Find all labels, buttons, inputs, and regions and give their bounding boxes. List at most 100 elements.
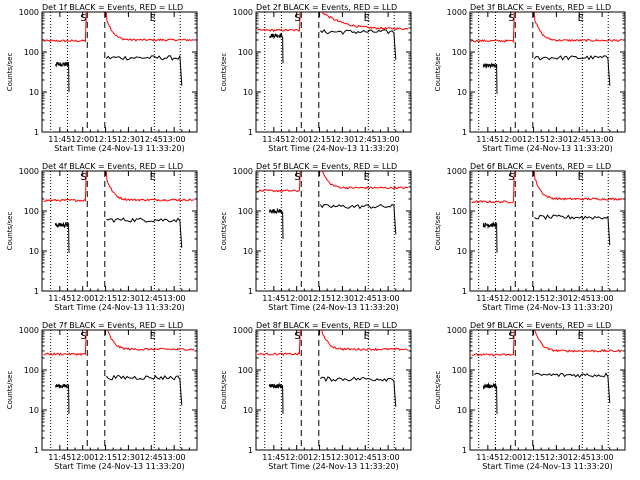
events-series-line <box>534 372 611 404</box>
panel-title: Det 4f BLACK = Events, RED = LLD <box>42 162 183 171</box>
x-tick-label: 12:15 <box>308 294 331 303</box>
x-tick-label: 12:00 <box>499 453 522 462</box>
x-tick-label: 11:45 <box>476 135 499 144</box>
events-series-line <box>54 221 70 253</box>
plot-area <box>43 12 195 132</box>
start-marker: S <box>294 172 300 183</box>
x-tick-label: 12:15 <box>94 294 117 303</box>
y-tick-label: 1 <box>248 287 253 296</box>
x-axis-label: Start Time (24-Nov-13 11:33:20) <box>54 144 184 153</box>
x-axis-label: Start Time (24-Nov-13 11:33:20) <box>482 144 612 153</box>
x-tick-label: 11:45 <box>262 294 285 303</box>
panel-title: Det 9f BLACK = Events, RED = LLD <box>470 321 611 330</box>
y-tick-label: 100 <box>24 48 39 57</box>
y-tick-label: 1 <box>248 446 253 455</box>
lld-series-line <box>257 12 409 33</box>
x-tick-label: 12:00 <box>71 294 94 303</box>
panel-title: Det 8f BLACK = Events, RED = LLD <box>256 321 397 330</box>
x-tick-label: 12:30 <box>117 294 140 303</box>
y-axis-label: Counts/sec <box>434 212 442 251</box>
events-series-line <box>269 32 284 64</box>
x-axis-label: Start Time (24-Nov-13 11:33:20) <box>482 462 612 471</box>
x-tick-label: 12:00 <box>499 294 522 303</box>
x-tick-label: 13:00 <box>377 453 400 462</box>
x-tick-label: 12:30 <box>545 294 568 303</box>
end-marker: E <box>364 172 370 183</box>
y-tick-label: 1000 <box>447 326 467 335</box>
start-marker: S <box>294 331 300 342</box>
y-tick-label: 100 <box>24 207 39 216</box>
x-tick-label: 12:00 <box>499 135 522 144</box>
events-series-line <box>54 383 70 414</box>
lld-series-line <box>43 330 195 357</box>
y-tick-label: 10 <box>29 247 39 256</box>
plot-frame <box>469 329 626 451</box>
plot-area <box>257 330 409 450</box>
x-tick-label: 13:00 <box>163 294 186 303</box>
start-marker: S <box>294 13 300 24</box>
y-tick-label: 1 <box>34 446 39 455</box>
y-tick-label: 1000 <box>233 167 253 176</box>
y-tick-label: 10 <box>457 406 467 415</box>
events-series-line <box>268 382 284 414</box>
x-tick-label: 12:45 <box>354 453 377 462</box>
end-marker: E <box>150 331 156 342</box>
x-tick-label: 12:45 <box>568 294 591 303</box>
y-tick-label: 10 <box>29 88 39 97</box>
lld-series-line <box>471 171 623 204</box>
x-tick-label: 12:30 <box>117 453 140 462</box>
lld-series-line <box>471 12 623 44</box>
plot-frame <box>469 170 626 292</box>
x-tick-label: 13:00 <box>377 135 400 144</box>
x-tick-label: 12:15 <box>522 135 545 144</box>
y-tick-label: 1000 <box>19 326 39 335</box>
events-series-line <box>319 203 397 235</box>
end-marker: E <box>578 13 584 24</box>
x-axis-label: Start Time (24-Nov-13 11:33:20) <box>54 303 184 312</box>
x-tick-label: 11:45 <box>476 294 499 303</box>
y-axis-label: Counts/sec <box>434 371 442 410</box>
y-tick-label: 1 <box>462 287 467 296</box>
y-tick-label: 100 <box>452 207 467 216</box>
y-tick-label: 100 <box>452 366 467 375</box>
x-tick-label: 12:45 <box>140 294 163 303</box>
events-series-line <box>482 221 498 253</box>
plot-area <box>43 171 195 291</box>
events-series-line <box>268 207 284 240</box>
x-tick-label: 12:30 <box>117 135 140 144</box>
x-axis-label: Start Time (24-Nov-13 11:33:20) <box>268 303 398 312</box>
y-tick-label: 10 <box>243 247 253 256</box>
x-tick-label: 11:45 <box>48 294 71 303</box>
x-tick-label: 12:45 <box>140 135 163 144</box>
plot-frame <box>255 11 412 133</box>
y-tick-label: 1000 <box>19 8 39 17</box>
start-marker: S <box>508 13 514 24</box>
x-tick-label: 12:00 <box>285 453 308 462</box>
x-tick-label: 13:00 <box>377 294 400 303</box>
lld-series-line <box>257 330 409 357</box>
panel-title: Det 2f BLACK = Events, RED = LLD <box>256 3 397 12</box>
y-axis-label: Counts/sec <box>6 53 14 92</box>
plot-frame <box>41 11 198 133</box>
y-tick-label: 10 <box>457 247 467 256</box>
x-axis-label: Start Time (24-Nov-13 11:33:20) <box>268 144 398 153</box>
detector-panel: Det 2f BLACK = Events, RED = LLD 1 10 100 10… <box>220 3 412 153</box>
lld-series-line <box>257 171 409 193</box>
plot-area <box>471 330 623 450</box>
y-tick-label: 1 <box>34 128 39 137</box>
x-axis-label: Start Time (24-Nov-13 11:33:20) <box>268 462 398 471</box>
x-tick-label: 11:45 <box>262 135 285 144</box>
plot-frame <box>41 329 198 451</box>
events-series-line <box>319 29 397 60</box>
lld-series-line <box>43 171 195 203</box>
x-tick-label: 12:30 <box>545 135 568 144</box>
panel-title: Det 6f BLACK = Events, RED = LLD <box>470 162 611 171</box>
detector-panel: Det 5f BLACK = Events, RED = LLD 1 10 100 10… <box>220 162 412 312</box>
y-tick-label: 100 <box>238 48 253 57</box>
plot-frame <box>469 11 626 133</box>
x-tick-label: 11:45 <box>476 453 499 462</box>
y-axis-label: Counts/sec <box>220 53 228 92</box>
x-tick-label: 12:15 <box>522 453 545 462</box>
x-tick-label: 12:30 <box>331 453 354 462</box>
